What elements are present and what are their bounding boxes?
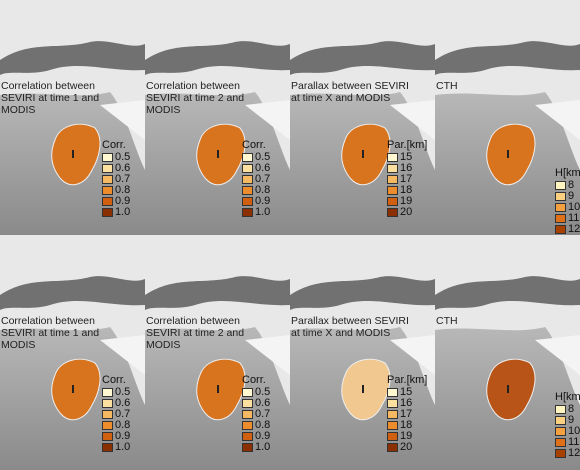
map-panel: Correlation between SEVIRI at time 1 and… <box>0 235 145 470</box>
legend-title: H[km] <box>555 392 580 403</box>
legend-swatch <box>242 388 253 397</box>
legend-label: 1.0 <box>115 207 130 218</box>
legend-swatch <box>242 197 253 206</box>
legend-title: Par.[km] <box>387 140 427 151</box>
legend-swatch <box>387 432 398 441</box>
legend-swatch <box>387 443 398 452</box>
legend-swatch <box>102 399 113 408</box>
legend-swatch <box>242 175 253 184</box>
legend: Par.[km]151617181920 <box>387 375 427 453</box>
legend-swatch <box>387 399 398 408</box>
legend-item: 12 <box>555 224 580 235</box>
panel-title: Correlation between SEVIRI at time 2 and… <box>146 315 271 351</box>
legend-label: 1.0 <box>255 442 270 453</box>
legend-swatch <box>387 388 398 397</box>
legend: Par.[km]151617181920 <box>387 140 427 218</box>
legend-swatch <box>102 197 113 206</box>
legend-swatch <box>102 164 113 173</box>
legend-swatch <box>242 186 253 195</box>
legend-swatch <box>242 208 253 217</box>
legend-swatch <box>102 410 113 419</box>
legend-swatch <box>555 225 566 234</box>
legend-swatch <box>387 164 398 173</box>
legend-swatch <box>555 192 566 201</box>
legend-swatch <box>242 153 253 162</box>
panel-title: Correlation between SEVIRI at time 1 and… <box>1 80 126 116</box>
legend-title: Corr. <box>242 140 270 151</box>
legend-swatch <box>555 438 566 447</box>
legend-swatch <box>387 208 398 217</box>
legend-swatch <box>387 186 398 195</box>
map-panel: Correlation between SEVIRI at time 2 and… <box>145 235 290 470</box>
legend-swatch <box>242 399 253 408</box>
panel-title: Parallax between SEVIRI at time X and MO… <box>291 80 416 104</box>
legend-swatch <box>242 443 253 452</box>
figure: Correlation between SEVIRI at time 1 and… <box>0 0 580 470</box>
legend-label: 1.0 <box>115 442 130 453</box>
legend-swatch <box>387 421 398 430</box>
legend-label: 12 <box>568 224 580 235</box>
legend-swatch <box>555 405 566 414</box>
legend-item: 12 <box>555 448 580 459</box>
map-panel: Correlation between SEVIRI at time 1 and… <box>0 0 145 235</box>
legend-swatch <box>242 421 253 430</box>
legend-swatch <box>102 443 113 452</box>
legend-item: 1.0 <box>242 207 270 218</box>
legend-swatch <box>555 449 566 458</box>
legend-title: Corr. <box>102 140 130 151</box>
map-panel: Correlation between SEVIRI at time 2 and… <box>145 0 290 235</box>
legend-swatch <box>102 432 113 441</box>
legend-swatch <box>387 197 398 206</box>
map-panel: Parallax between SEVIRI at time X and MO… <box>290 235 435 470</box>
legend-swatch <box>102 208 113 217</box>
legend-item: 1.0 <box>102 442 130 453</box>
legend-title: Par.[km] <box>387 375 427 386</box>
legend-swatch <box>555 181 566 190</box>
legend-swatch <box>555 214 566 223</box>
legend-swatch <box>555 427 566 436</box>
panel-title: Correlation between SEVIRI at time 2 and… <box>146 80 271 116</box>
legend-title: Corr. <box>102 375 130 386</box>
legend-swatch <box>102 421 113 430</box>
panel-title: Parallax between SEVIRI at time X and MO… <box>291 315 416 339</box>
legend-swatch <box>555 416 566 425</box>
legend-swatch <box>102 186 113 195</box>
legend-title: H[km] <box>555 168 580 179</box>
map-panel: Parallax between SEVIRI at time X and MO… <box>290 0 435 235</box>
legend-swatch <box>102 153 113 162</box>
legend-swatch <box>387 153 398 162</box>
legend-label: 20 <box>400 207 412 218</box>
panel-title: Correlation between SEVIRI at time 1 and… <box>1 315 126 351</box>
legend-swatch <box>102 388 113 397</box>
legend-item: 1.0 <box>242 442 270 453</box>
panel-title: CTH <box>436 80 561 92</box>
legend-swatch <box>242 164 253 173</box>
legend-swatch <box>242 410 253 419</box>
legend-title: Corr. <box>242 375 270 386</box>
legend-swatch <box>555 203 566 212</box>
map-panel: CTH H[km]89101112 <box>435 235 580 470</box>
legend-item: 20 <box>387 442 427 453</box>
panel-title: CTH <box>436 315 561 327</box>
legend-label: 12 <box>568 448 580 459</box>
legend-swatch <box>387 175 398 184</box>
legend: H[km]89101112 <box>555 392 580 459</box>
legend-swatch <box>387 410 398 419</box>
map-panel: CTH H[km]89101112 <box>435 0 580 235</box>
legend-item: 1.0 <box>102 207 130 218</box>
legend-label: 20 <box>400 442 412 453</box>
legend-swatch <box>242 432 253 441</box>
legend-label: 1.0 <box>255 207 270 218</box>
legend-item: 20 <box>387 207 427 218</box>
legend: Corr.0.50.60.70.80.91.0 <box>102 375 130 453</box>
legend-swatch <box>102 175 113 184</box>
